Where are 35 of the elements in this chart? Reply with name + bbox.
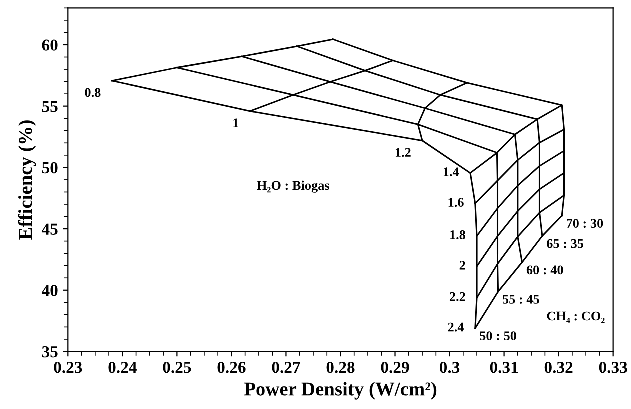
x-tick-label: 0.28: [326, 362, 355, 374]
x-axis-title: Power Density (W/cm²): [244, 382, 437, 400]
annotation: 50 : 50: [480, 332, 516, 341]
y-tick-label: 35: [42, 346, 58, 358]
x-tick-label: 0.26: [218, 362, 246, 374]
y-tick-label: 55: [42, 101, 58, 112]
annotation: 70 : 30: [567, 219, 604, 228]
x-tick-label: 0.32: [544, 362, 573, 374]
x-tick-label: 0.25: [163, 362, 192, 374]
annotation: CH₄ : CO₂: [547, 312, 605, 324]
x-tick-label: 0.23: [54, 362, 82, 374]
annotation: 1: [234, 118, 238, 128]
annotation: 65 : 35: [547, 239, 584, 248]
y-tick-label: 60: [42, 40, 58, 51]
x-tick-label: 0.33: [599, 362, 628, 374]
y-tick-label: 40: [42, 285, 58, 296]
x-tick-label: 0.31: [490, 362, 518, 374]
annotation: 2.2: [450, 292, 466, 302]
annotation: 60 : 40: [526, 266, 564, 275]
x-tick-label: 0.24: [108, 362, 137, 374]
x-tick-label: 0.27: [272, 362, 300, 374]
x-tick-label: 0.3: [440, 362, 460, 374]
x-tick-label: 0.29: [381, 362, 410, 374]
annotation: 1.4: [444, 168, 460, 177]
annotation: H₂O : Biogas: [257, 180, 330, 193]
annotation: 1.8: [450, 230, 466, 240]
annotation: 1.2: [396, 148, 411, 158]
annotation: 55 : 45: [502, 295, 540, 304]
annotation: 1.6: [448, 198, 464, 207]
annotation: 2.4: [448, 322, 464, 332]
annotation: 2: [460, 261, 466, 270]
annotation: 0.8: [85, 88, 101, 98]
y-tick-label: 45: [42, 224, 58, 235]
y-axis-title: Efficiency (%): [18, 120, 36, 240]
y-tick-label: 50: [42, 162, 58, 174]
